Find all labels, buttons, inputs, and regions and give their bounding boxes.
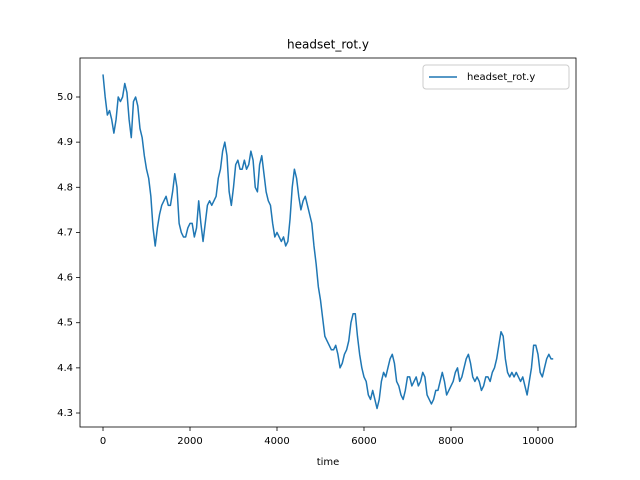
x-tick-label: 0 — [100, 436, 106, 447]
legend-label: headset_rot.y — [467, 72, 535, 83]
legend-box — [422, 64, 570, 90]
y-tick-label: 5.0 — [57, 92, 73, 103]
y-tick-label: 4.3 — [57, 408, 73, 419]
x-tick-label: 4000 — [264, 436, 289, 447]
y-tick-label: 4.9 — [57, 137, 73, 148]
y-tick-label: 4.5 — [57, 318, 73, 329]
x-tick-label: 6000 — [351, 436, 376, 447]
y-tick-label: 4.6 — [57, 273, 73, 284]
y-tick-label: 4.7 — [57, 227, 73, 238]
data-line — [102, 74, 554, 410]
x-tick-label: 8000 — [438, 436, 463, 447]
x-tick-label: 2000 — [177, 436, 202, 447]
legend: headset_rot.y — [422, 64, 570, 90]
x-tick-label: 10000 — [522, 436, 554, 447]
y-tick-label: 4.4 — [57, 363, 73, 374]
y-tick-label: 4.8 — [57, 182, 73, 193]
plot-frame — [79, 57, 577, 428]
x-axis-label: time — [317, 457, 340, 468]
chart-title: headset_rot.y — [287, 38, 369, 52]
